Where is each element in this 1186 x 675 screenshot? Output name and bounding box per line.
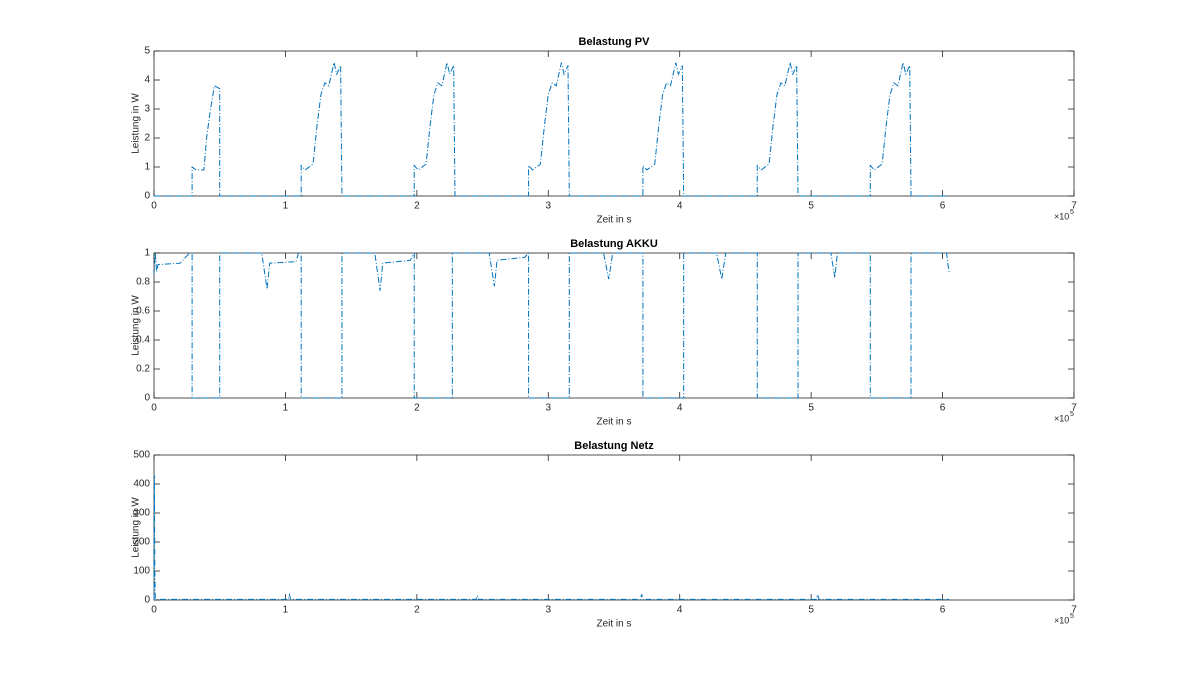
x-tick-label: 2 <box>414 403 420 414</box>
x-tick-label: 0 <box>151 403 157 414</box>
y-tick-label: 200 <box>133 537 150 548</box>
data-line <box>153 475 950 601</box>
x-tick-label: 1 <box>283 605 289 616</box>
y-tick-label: 300 <box>133 508 150 519</box>
x-axis-label: Zeit in s <box>596 417 631 428</box>
y-axis-label: Leistung in W <box>131 93 142 154</box>
chart-title: Belastung PV <box>579 36 651 48</box>
axes-box <box>153 454 1075 601</box>
y-tick-label: 3 <box>144 104 150 115</box>
y-tick-label: 0 <box>144 191 150 202</box>
x-scale-base: ×10 <box>1054 615 1069 625</box>
x-tick-label: 0 <box>151 605 157 616</box>
y-tick-label: 0 <box>144 393 150 404</box>
data-line <box>154 62 950 197</box>
x-tick-label: 7 <box>1071 403 1077 414</box>
y-axis-label: Leistung in W <box>131 497 142 558</box>
data-line <box>153 251 950 399</box>
x-tick-label: 1 <box>283 201 289 212</box>
x-scale-base: ×10 <box>1054 413 1069 423</box>
chart-title: Belastung Netz <box>574 440 654 452</box>
x-tick-label: 0 <box>151 201 157 212</box>
x-tick-label: 2 <box>414 605 420 616</box>
x-tick-label: 5 <box>808 403 814 414</box>
x-tick-label: 4 <box>677 605 683 616</box>
x-scale-power: 5 <box>1070 613 1074 620</box>
x-tick-label: 6 <box>940 605 946 616</box>
y-tick-label: 0.4 <box>136 335 150 346</box>
y-axis-label: Leistung in W <box>131 295 142 356</box>
y-tick-label: 0.8 <box>136 277 150 288</box>
x-tick-label: 5 <box>808 605 814 616</box>
y-tick-label: 0 <box>144 595 150 606</box>
chart-title: Belastung AKKU <box>570 238 658 250</box>
x-tick-label: 5 <box>808 201 814 212</box>
x-tick-label: 3 <box>546 605 552 616</box>
x-axis-label: Zeit in s <box>596 215 631 226</box>
y-tick-label: 400 <box>133 479 150 490</box>
x-tick-label: 2 <box>414 201 420 212</box>
x-tick-label: 3 <box>546 201 552 212</box>
x-tick-label: 6 <box>940 403 946 414</box>
x-tick-label: 7 <box>1071 605 1077 616</box>
y-tick-label: 500 <box>133 450 150 461</box>
y-tick-label: 100 <box>133 566 150 577</box>
x-tick-label: 4 <box>677 403 683 414</box>
y-tick-label: 2 <box>144 133 150 144</box>
axes-box <box>153 252 1075 399</box>
x-tick-label: 3 <box>546 403 552 414</box>
y-tick-label: 1 <box>144 248 150 259</box>
y-tick-label: 0.6 <box>136 306 150 317</box>
y-tick-label: 1 <box>144 162 150 173</box>
x-tick-label: 6 <box>940 201 946 212</box>
x-scale-power: 5 <box>1070 411 1074 418</box>
x-scale-base: ×10 <box>1054 211 1069 221</box>
y-tick-label: 5 <box>144 46 150 57</box>
x-axis-label: Zeit in s <box>596 619 631 630</box>
x-tick-label: 4 <box>677 201 683 212</box>
x-tick-label: 7 <box>1071 201 1077 212</box>
x-scale-power: 5 <box>1070 209 1074 216</box>
x-tick-label: 1 <box>283 403 289 414</box>
y-tick-label: 4 <box>144 75 150 86</box>
y-tick-label: 0.2 <box>136 364 150 375</box>
axes-box <box>153 50 1075 197</box>
